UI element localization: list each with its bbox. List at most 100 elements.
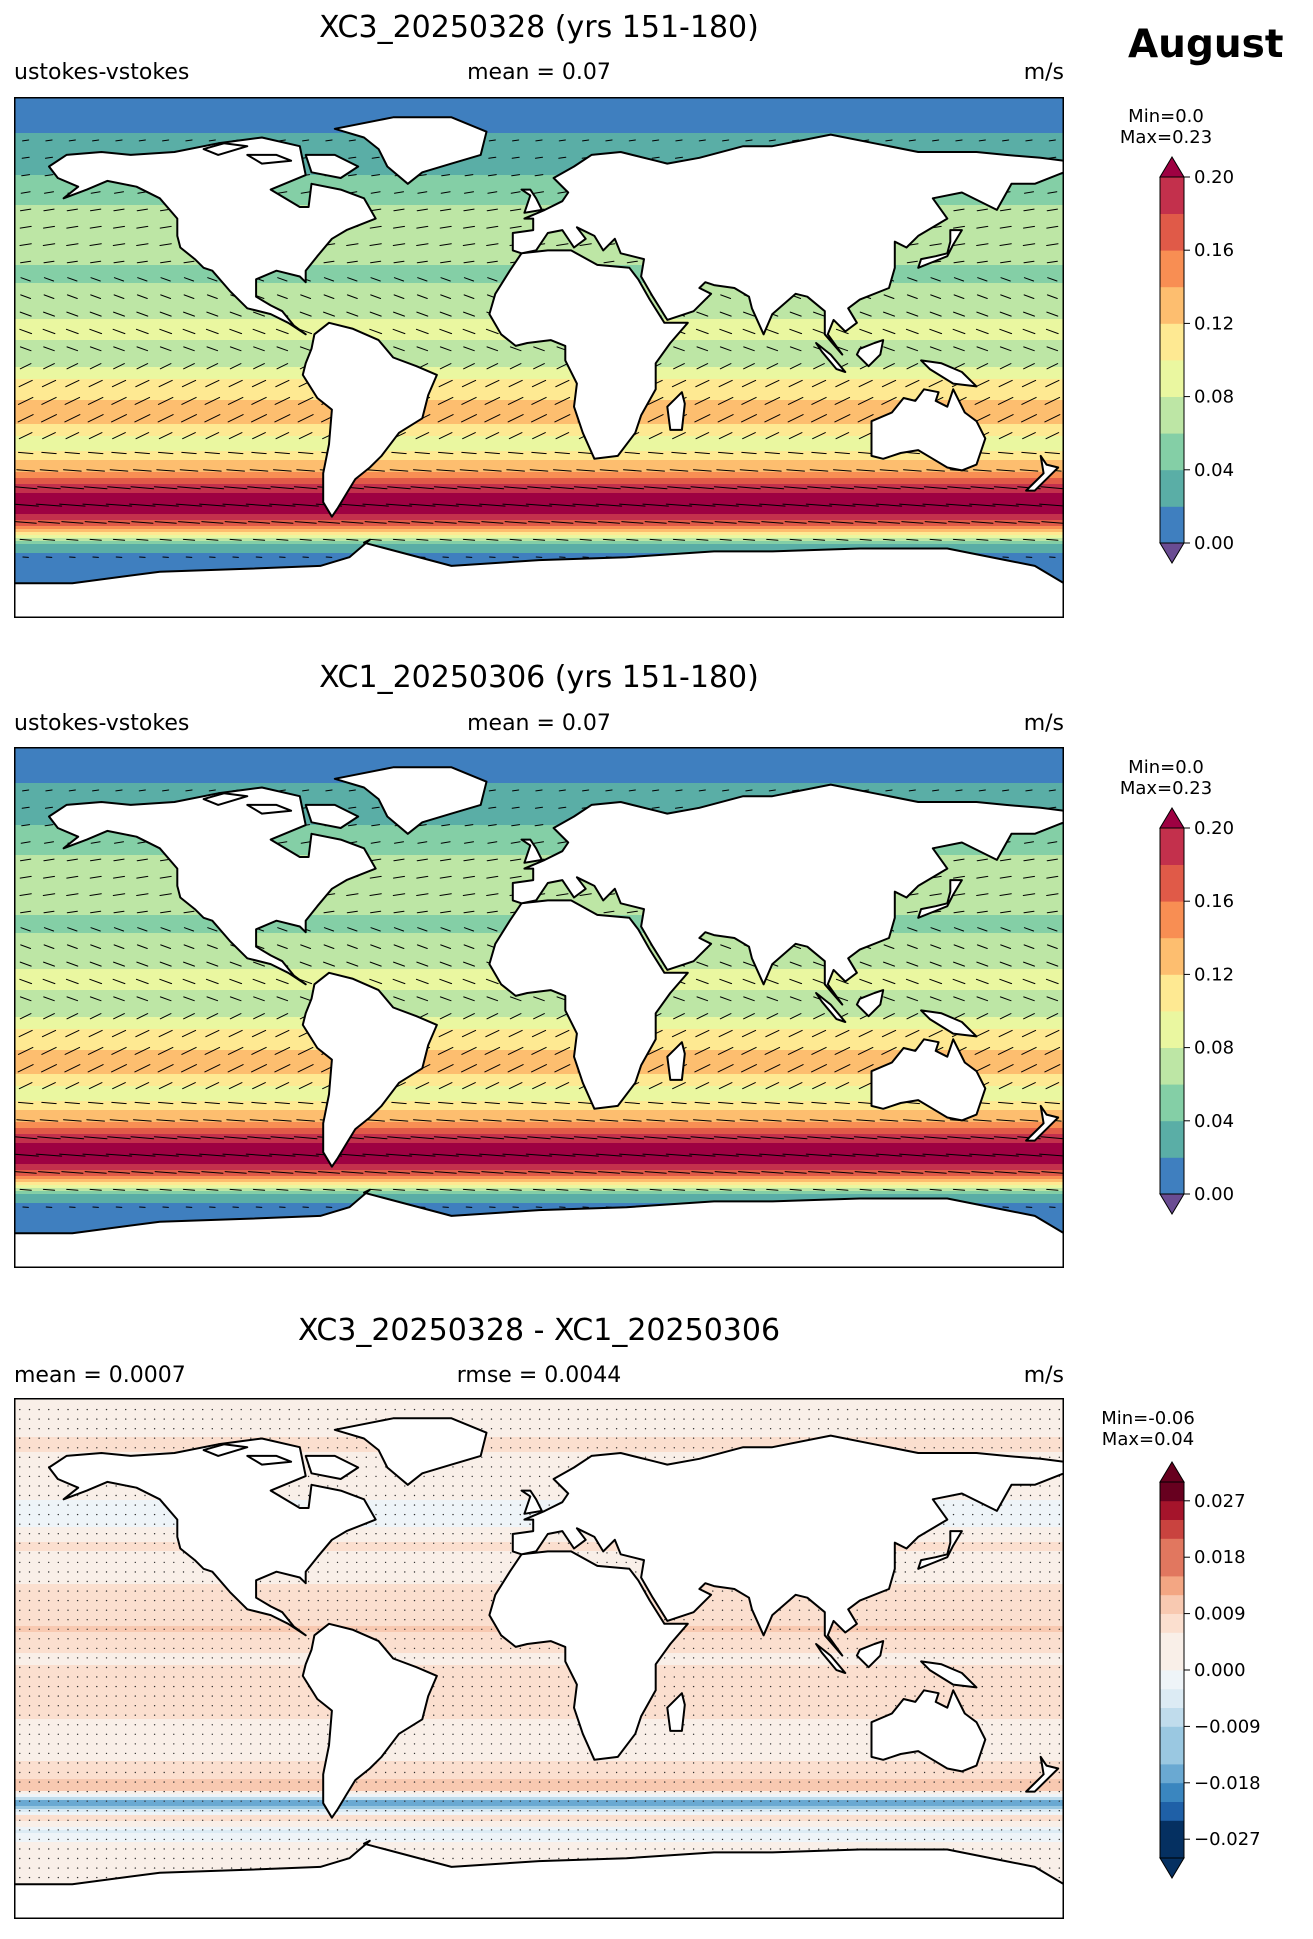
- drift-arrow: [759, 503, 786, 507]
- drift-arrow: [714, 1171, 737, 1174]
- grid-dot: [548, 1485, 550, 1487]
- colorbar-extend-min: [1159, 542, 1185, 564]
- drift-arrow: [945, 1153, 973, 1157]
- drift-arrow: [760, 486, 785, 490]
- drift-arrow: [393, 944, 405, 949]
- drift-arrow: [1022, 978, 1036, 985]
- drift-arrow: [997, 1064, 1014, 1073]
- drift-arrow: [619, 503, 646, 507]
- drift-arrow: [789, 996, 802, 1002]
- grid-dot: [471, 1552, 473, 1554]
- drift-arrow: [1046, 363, 1059, 370]
- grid-dot: [153, 1504, 156, 1506]
- drift-arrow: [369, 978, 383, 985]
- drift-arrow: [509, 1188, 522, 1191]
- drift-arrow: [245, 503, 273, 507]
- drift-arrow: [1015, 1153, 1043, 1157]
- grid-dot: [336, 1485, 339, 1487]
- drift-arrow: [251, 414, 267, 423]
- drift-arrow: [743, 996, 755, 1002]
- drift-arrow: [484, 1064, 501, 1073]
- drift-arrow: [66, 346, 79, 352]
- drift-arrow: [19, 363, 32, 370]
- grid-dot: [105, 1418, 108, 1420]
- grid-dot: [1029, 1580, 1032, 1583]
- grid-dot: [86, 1494, 88, 1497]
- drift-arrow: [599, 469, 619, 472]
- grid-dot: [510, 1428, 512, 1430]
- drift-arrow: [924, 521, 947, 524]
- drift-arrow: [998, 379, 1013, 388]
- drift-arrow: [204, 396, 221, 405]
- grid-dot: [192, 1590, 194, 1592]
- drift-arrow: [1000, 277, 1011, 282]
- grid-dot: [105, 1590, 108, 1592]
- drift-arrow: [947, 1136, 971, 1140]
- grid-dot: [384, 1485, 387, 1487]
- drift-arrow: [713, 1136, 738, 1140]
- grid-dot: [1020, 1494, 1022, 1497]
- drift-arrow: [695, 978, 709, 985]
- land-outline: [815, 992, 847, 1023]
- grid-dot: [356, 1456, 358, 1458]
- drift-arrow: [830, 486, 855, 490]
- grid-dot: [404, 1542, 406, 1544]
- field-band: [14, 535, 1064, 539]
- grid-dot: [972, 1437, 974, 1439]
- grid-dot: [712, 1418, 714, 1420]
- grid-dot: [991, 1580, 993, 1583]
- drift-arrow: [997, 396, 1014, 405]
- grid-dot: [125, 1447, 127, 1449]
- grid-dot: [481, 1466, 483, 1468]
- grid-dot: [1058, 1580, 1061, 1583]
- drift-arrow: [535, 806, 543, 809]
- drift-arrow: [364, 1171, 387, 1174]
- panel-2-units-label: m/s: [1023, 711, 1064, 736]
- grid-dot: [577, 1408, 579, 1411]
- grid-dot: [962, 1542, 964, 1544]
- grid-dot: [375, 1466, 377, 1468]
- drift-arrow: [488, 806, 497, 809]
- drift-arrow: [948, 521, 970, 524]
- grid-dot: [490, 1580, 493, 1583]
- drift-arrow: [409, 503, 436, 507]
- drift-arrow: [38, 1171, 60, 1174]
- drift-arrow: [1023, 225, 1035, 229]
- grid-dot: [67, 1542, 69, 1544]
- grid-dot: [19, 1590, 21, 1592]
- drift-arrow: [363, 486, 388, 490]
- field-band: [14, 1674, 1064, 1678]
- grid-dot: [904, 1552, 906, 1554]
- field-band: [14, 1029, 1064, 1033]
- grid-dot: [981, 1437, 983, 1439]
- grid-dot: [48, 1523, 50, 1525]
- grid-dot: [615, 1428, 618, 1430]
- grid-dot: [972, 1504, 974, 1506]
- drift-arrow: [484, 396, 501, 405]
- drift-arrow: [665, 503, 693, 507]
- field-band: [14, 1782, 1064, 1786]
- grid-dot: [57, 1580, 59, 1583]
- grid-dot: [423, 1475, 425, 1478]
- grid-dot: [461, 1571, 464, 1573]
- grid-dot: [76, 1408, 79, 1411]
- field-band: [14, 1659, 1064, 1663]
- grid-dot: [259, 1428, 262, 1430]
- drift-arrow: [437, 1064, 454, 1073]
- drift-arrow: [533, 996, 545, 1002]
- field-band: [14, 1479, 1064, 1483]
- grid-dot: [307, 1494, 310, 1497]
- drift-arrow: [298, 432, 313, 440]
- field-band: [14, 106, 1064, 110]
- grid-dot: [433, 1552, 435, 1554]
- drift-arrow: [555, 432, 570, 440]
- drift-arrow: [136, 208, 148, 212]
- grid-dot: [86, 1428, 88, 1430]
- drift-arrow: [370, 858, 382, 862]
- drift-arrow: [136, 538, 149, 541]
- drift-arrow: [205, 1082, 220, 1090]
- drift-arrow: [371, 174, 381, 177]
- drift-arrow: [362, 1153, 389, 1157]
- drift-arrow: [20, 910, 32, 914]
- colorbar-level: [1160, 1120, 1184, 1158]
